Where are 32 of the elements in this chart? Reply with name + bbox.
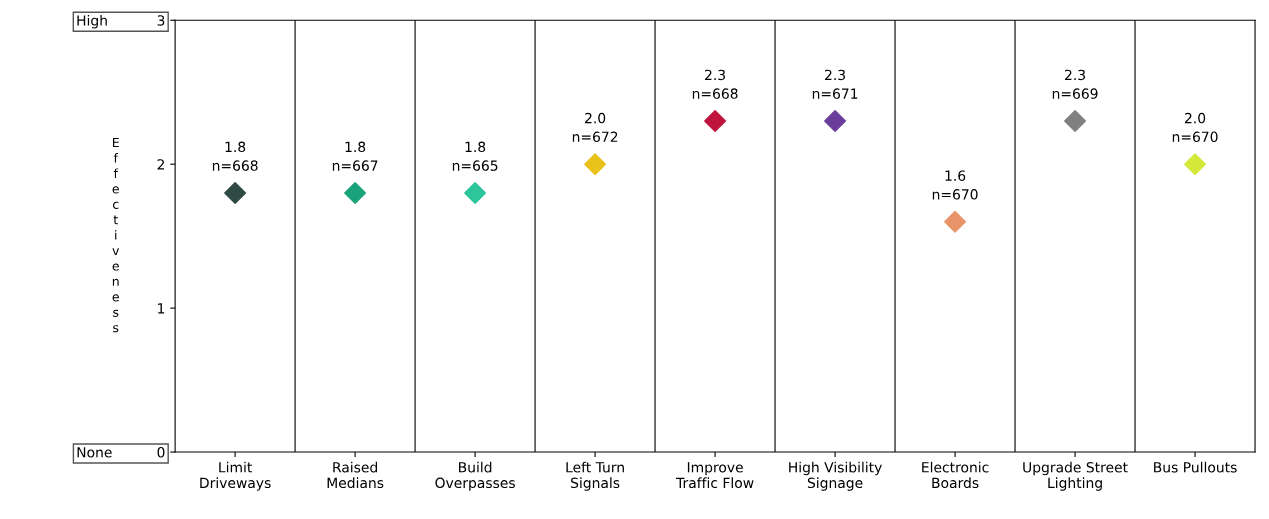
y-tick-label: 1	[158, 303, 165, 314]
x-tick-label: Left Turn Signals	[566, 461, 624, 491]
data-label: 2.3 n=669	[1052, 69, 1098, 99]
data-label: 1.6 n=670	[932, 170, 978, 200]
data-label: 2.0 n=672	[572, 112, 618, 143]
data-label: 2.3 n=668	[692, 69, 738, 99]
x-tick-label: Improve Traffic Flow	[676, 462, 754, 489]
point	[584, 153, 607, 176]
point	[824, 110, 847, 132]
point	[704, 110, 727, 132]
data-label: 1.8 n=668	[212, 141, 258, 171]
data-label: 2.3 n=671	[812, 69, 858, 99]
text: Effectiveness	[112, 137, 120, 333]
y-tick-label: High 3	[77, 14, 165, 29]
x-tick-label: Limit Driveways	[200, 461, 271, 491]
x-tick-label: Upgrade Street Lighting	[1023, 461, 1128, 491]
point	[1064, 110, 1087, 132]
x-tick-label: Build Overpasses	[435, 461, 515, 491]
y-tick-label: None 0	[77, 447, 165, 458]
x-tick-label: Electronic Boards	[922, 461, 989, 489]
point	[944, 210, 967, 233]
x-tick-label: High Visibility Signage	[789, 461, 882, 491]
x-tick-label: Raised Medians	[327, 461, 384, 489]
data-label: 2.0 n=670	[1172, 112, 1218, 143]
data-label: 1.8 n=665	[452, 141, 498, 171]
x-tick-label: Bus Pullouts	[1154, 461, 1237, 473]
data-label: 1.8 n=667	[332, 141, 378, 171]
point	[1184, 153, 1207, 176]
point	[464, 181, 487, 204]
point	[224, 181, 247, 204]
point	[344, 181, 367, 204]
y-tick-label: 2	[157, 159, 165, 170]
